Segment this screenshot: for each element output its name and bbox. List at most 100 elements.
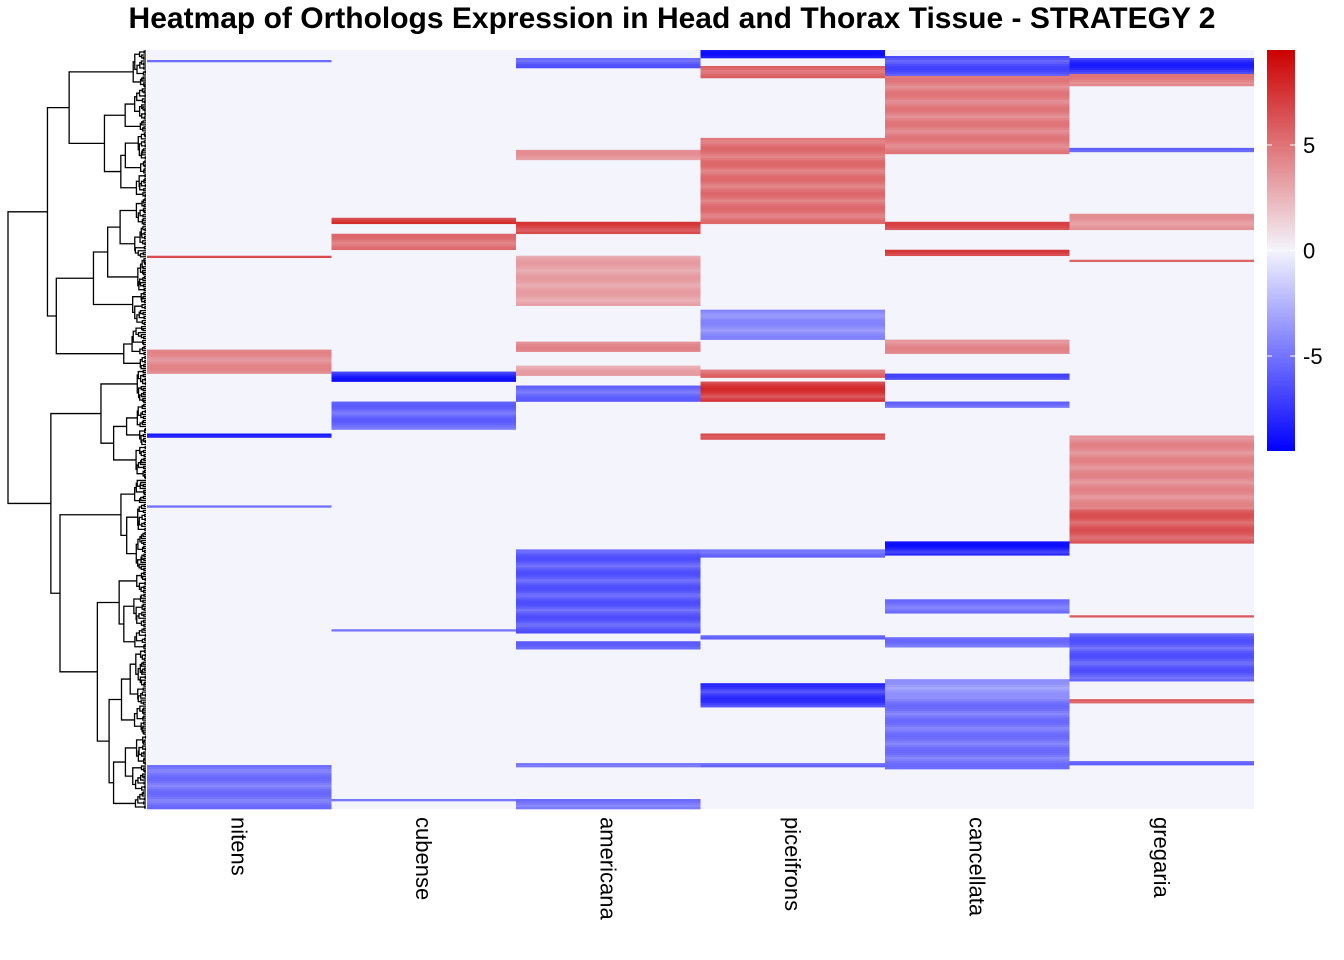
heatmap-cell <box>700 209 885 213</box>
heatmap-cell <box>1069 647 1254 650</box>
heatmap-block-americana <box>516 799 701 810</box>
heatmap-cell <box>516 229 701 233</box>
dendrogram-branch <box>138 106 142 117</box>
dendrogram-branch <box>143 785 146 789</box>
dendrogram-branch <box>139 182 144 191</box>
dendrogram-branch <box>141 638 146 643</box>
heatmap-cell <box>700 143 885 147</box>
heatmap-cell <box>700 167 885 171</box>
heatmap-cell <box>147 351 332 354</box>
heatmap-cell <box>1069 511 1254 514</box>
dendrogram-branch <box>143 168 146 172</box>
dendrogram-branch <box>144 769 146 773</box>
dendrogram-branch <box>134 236 141 252</box>
heatmap-cell <box>885 99 1070 103</box>
heatmap-cell <box>1069 513 1254 516</box>
heatmap-cell <box>1069 477 1254 480</box>
heatmap-cell <box>885 87 1070 91</box>
heatmap-cell <box>516 551 701 554</box>
dendrogram-branch <box>139 446 146 455</box>
heatmap-cell <box>700 179 885 183</box>
heatmap-cell <box>147 779 332 782</box>
heatmap-cell <box>516 631 701 634</box>
dendrogram-branch <box>132 296 142 313</box>
heatmap-cell <box>516 261 701 265</box>
heatmap-cell <box>700 137 885 141</box>
heatmap-cell <box>1069 519 1254 522</box>
dendrogram-branch <box>142 387 146 392</box>
heatmap-cell <box>700 207 885 211</box>
dendrogram-branch <box>142 791 146 795</box>
heatmap-cell <box>885 93 1070 97</box>
dendrogram-branch <box>144 439 147 444</box>
heatmap-cell <box>331 217 516 221</box>
dendrogram-branch <box>142 708 144 714</box>
heatmap-cell <box>147 59 332 63</box>
dendrogram-branch <box>142 509 146 514</box>
heatmap-cell <box>1069 149 1254 153</box>
dendrogram-branch <box>143 140 146 144</box>
heatmap-cell <box>885 123 1070 127</box>
heatmap-cell <box>516 617 701 620</box>
heatmap-cell <box>700 385 885 388</box>
heatmap-cell <box>885 687 1070 690</box>
dendrogram-branch <box>144 693 147 697</box>
heatmap-block-cancellata <box>885 55 1070 77</box>
heatmap-cell <box>1069 661 1254 664</box>
dendrogram-branch <box>140 620 144 626</box>
heatmap-cell <box>885 81 1070 85</box>
dendrogram-branch <box>144 381 147 386</box>
dendrogram-branch <box>139 263 143 273</box>
heatmap-cell <box>885 75 1070 79</box>
dendrogram-branch <box>135 543 138 564</box>
heatmap-cell <box>885 637 1070 640</box>
heatmap-cell <box>1069 505 1254 508</box>
heatmap-cell <box>700 637 885 640</box>
dendrogram-branch <box>141 77 146 82</box>
heatmap-block-cubense <box>331 217 516 225</box>
heatmap-block-cancellata <box>885 221 1070 231</box>
dendrogram-branch <box>139 231 143 243</box>
dendrogram-branch <box>143 623 146 627</box>
heatmap-cell <box>885 85 1070 89</box>
dendrogram-branch <box>119 209 137 245</box>
heatmap-cell <box>516 269 701 273</box>
heatmap-block-americana <box>516 341 701 352</box>
heatmap-cell <box>516 805 701 808</box>
dendrogram-branch <box>143 613 146 617</box>
heatmap-cell <box>700 691 885 694</box>
heatmap-cell <box>885 751 1070 754</box>
heatmap-cell <box>885 605 1070 608</box>
legend-tick-label: 0 <box>1303 239 1315 264</box>
heatmap-cell <box>1069 439 1254 442</box>
heatmap-cell <box>516 569 701 572</box>
heatmap-cell <box>147 803 332 806</box>
dendrogram-branch <box>124 142 141 169</box>
dendrogram-branch <box>143 399 146 404</box>
dendrogram-branch <box>143 315 146 320</box>
heatmap-cell <box>516 297 701 300</box>
heatmap-block-gregaria <box>1069 633 1254 682</box>
dendrogram-branch <box>137 688 144 700</box>
heatmap-cell <box>516 285 701 288</box>
dendrogram-branch <box>143 300 146 304</box>
dendrogram-branch <box>142 740 146 745</box>
dendrogram-branch <box>140 565 146 570</box>
heatmap-cell <box>1069 673 1254 676</box>
heatmap-cell <box>700 203 885 207</box>
heatmap-cell <box>700 699 885 702</box>
heatmap-cell <box>700 765 885 768</box>
heatmap-cell <box>885 541 1070 544</box>
dendrogram-branch <box>135 202 143 219</box>
heatmap-cell <box>885 689 1070 692</box>
heatmap-cell <box>885 645 1070 648</box>
heatmap-cell <box>516 221 701 225</box>
heatmap-cell <box>331 235 516 239</box>
heatmap-cell <box>1069 59 1254 63</box>
heatmap-block-americana <box>516 641 701 650</box>
heatmap-cell <box>1069 481 1254 484</box>
heatmap-block-cancellata <box>885 75 1070 155</box>
dendrogram-branch <box>142 745 146 750</box>
heatmap-cell <box>700 397 885 400</box>
